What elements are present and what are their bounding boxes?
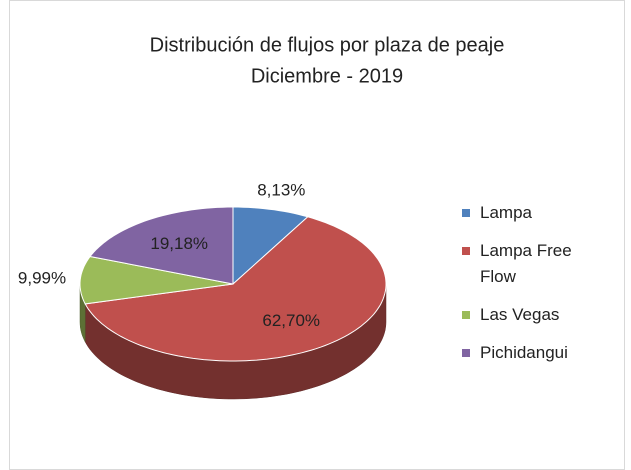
data-label: 62,70% <box>262 311 320 330</box>
chart-title: Distribución de flujos por plaza de peaj… <box>150 34 505 56</box>
legend-item: Lampa Free Flow <box>462 238 602 290</box>
legend-item: Pichidangui <box>462 340 602 366</box>
data-label: 19,18% <box>150 234 208 253</box>
slice <box>89 206 234 285</box>
legend-swatch <box>462 349 470 357</box>
legend-item: Las Vegas <box>462 302 602 328</box>
legend-swatch <box>462 311 470 319</box>
slice <box>84 216 387 362</box>
legend-label: Las Vegas <box>480 305 560 324</box>
slice <box>79 255 234 305</box>
legend: Lampa Lampa Free Flow Las Vegas Pichidangui <box>462 200 602 378</box>
slice <box>232 206 309 286</box>
legend-swatch <box>462 209 470 217</box>
legend-label: Pichidangui <box>480 343 568 362</box>
data-label: 9,99% <box>18 268 66 287</box>
legend-label: Lampa Free Flow <box>480 241 572 286</box>
data-label: 8,13% <box>257 180 305 199</box>
legend-label: Lampa <box>480 203 532 222</box>
legend-item: Lampa <box>462 200 602 226</box>
chart-subtitle: Diciembre - 2019 <box>251 65 403 87</box>
legend-swatch <box>462 247 470 255</box>
